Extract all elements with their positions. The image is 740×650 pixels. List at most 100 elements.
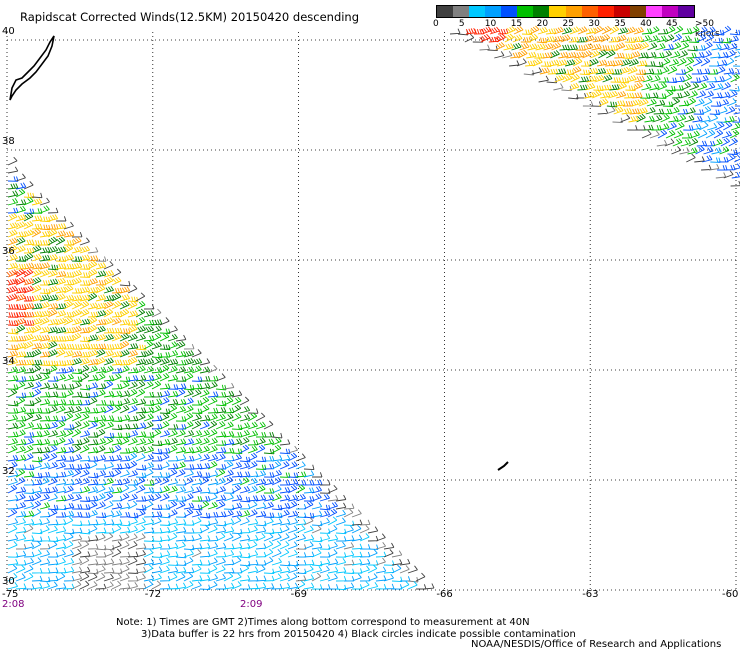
wind-barb bbox=[135, 476, 146, 486]
wind-barb bbox=[71, 412, 82, 422]
wind-barb bbox=[191, 548, 202, 558]
wind-barb bbox=[7, 445, 18, 454]
wind-barb bbox=[728, 89, 738, 99]
wind-barb bbox=[167, 495, 179, 502]
wind-barb bbox=[87, 343, 99, 350]
wind-barb bbox=[103, 486, 115, 494]
wind-barb bbox=[295, 461, 306, 470]
wind-barb bbox=[407, 565, 418, 574]
wind-barb bbox=[31, 528, 43, 535]
wind-barb bbox=[103, 421, 114, 430]
wind-barb bbox=[697, 82, 708, 91]
wind-barb bbox=[71, 558, 83, 566]
wind-barb bbox=[71, 541, 82, 550]
wind-barb bbox=[159, 583, 171, 590]
wind-barb bbox=[175, 334, 187, 342]
wind-barb bbox=[215, 407, 227, 414]
wind-barb bbox=[167, 518, 179, 526]
wind-barb bbox=[735, 49, 740, 51]
wind-barb bbox=[271, 512, 283, 519]
wind-barb bbox=[55, 519, 67, 526]
wind-barb bbox=[207, 549, 218, 558]
wind-barb bbox=[167, 437, 178, 446]
wind-barb bbox=[22, 268, 34, 278]
wind-barb bbox=[271, 548, 282, 558]
wind-barb bbox=[672, 33, 683, 43]
wind-barb bbox=[127, 296, 139, 303]
lon-tick-label: -60 bbox=[722, 589, 739, 600]
wind-barb bbox=[287, 518, 298, 526]
wind-barb bbox=[87, 421, 98, 430]
wind-barb bbox=[127, 551, 139, 558]
wind-barb bbox=[632, 92, 643, 99]
wind-barb bbox=[223, 567, 235, 574]
wind-barb bbox=[303, 464, 315, 471]
wind-barb bbox=[512, 34, 523, 43]
wind-barb bbox=[175, 454, 187, 462]
wind-barb bbox=[159, 344, 171, 350]
wind-barb bbox=[608, 36, 620, 43]
wind-barb bbox=[15, 256, 27, 262]
wind-barb bbox=[303, 559, 315, 566]
wind-barb bbox=[713, 129, 724, 139]
wind-barb bbox=[643, 68, 655, 75]
wind-barb bbox=[488, 36, 500, 43]
wind-barb bbox=[23, 444, 34, 454]
wind-barb bbox=[223, 476, 234, 486]
wind-barb bbox=[15, 173, 26, 182]
wind-barb bbox=[717, 106, 728, 115]
wind-barb bbox=[39, 288, 51, 295]
wind-barb bbox=[620, 114, 631, 123]
wind-barb bbox=[103, 333, 114, 342]
wind-barb bbox=[31, 284, 42, 294]
wind-barb bbox=[39, 493, 50, 502]
wind-barb bbox=[15, 205, 26, 214]
legend-label: 30 bbox=[588, 19, 600, 29]
map-title: Rapidscat Corrected Winds(12.5KM) 201504… bbox=[20, 10, 360, 24]
wind-barb bbox=[183, 535, 195, 542]
wind-barb bbox=[111, 463, 123, 470]
wind-barb bbox=[7, 328, 19, 335]
wind-barb bbox=[279, 582, 291, 590]
wind-barb bbox=[7, 344, 19, 351]
wind-barb bbox=[183, 405, 194, 414]
wind-barb bbox=[95, 437, 106, 446]
wind-barb bbox=[279, 540, 290, 550]
wind-barb bbox=[55, 256, 67, 262]
wind-barb bbox=[519, 42, 530, 51]
wind-barb bbox=[23, 197, 34, 206]
wind-barb bbox=[656, 35, 667, 43]
wind-barb bbox=[603, 68, 615, 75]
wind-barb bbox=[79, 469, 90, 478]
wind-barb bbox=[327, 516, 338, 526]
wind-barb bbox=[279, 525, 290, 534]
wind-barb bbox=[159, 390, 171, 398]
wind-barb bbox=[15, 544, 27, 550]
wind-barb bbox=[247, 559, 259, 566]
wind-barb bbox=[95, 319, 107, 326]
wind-barb bbox=[47, 525, 58, 534]
wind-barb bbox=[351, 543, 363, 550]
wind-barb bbox=[343, 525, 354, 534]
wind-barb bbox=[231, 396, 242, 406]
wind-barb bbox=[659, 123, 670, 131]
wind-barb bbox=[183, 464, 195, 470]
wind-barb bbox=[151, 471, 163, 478]
wind-barb bbox=[111, 268, 122, 278]
wind-barb bbox=[616, 34, 627, 43]
wind-barb bbox=[696, 33, 707, 43]
wind-barb bbox=[55, 367, 67, 374]
wind-barb bbox=[585, 82, 596, 91]
wind-barb bbox=[715, 172, 727, 179]
wind-barb bbox=[239, 422, 251, 430]
wind-barb bbox=[119, 583, 131, 590]
wind-barb bbox=[23, 239, 35, 246]
wind-barb bbox=[39, 429, 50, 438]
wind-barb bbox=[63, 221, 74, 230]
wind-barb bbox=[87, 358, 99, 366]
legend-swatch bbox=[453, 6, 470, 17]
wind-barb bbox=[47, 278, 59, 286]
wind-barb bbox=[31, 423, 43, 430]
wind-barb bbox=[696, 90, 706, 99]
wind-barb bbox=[207, 413, 218, 422]
